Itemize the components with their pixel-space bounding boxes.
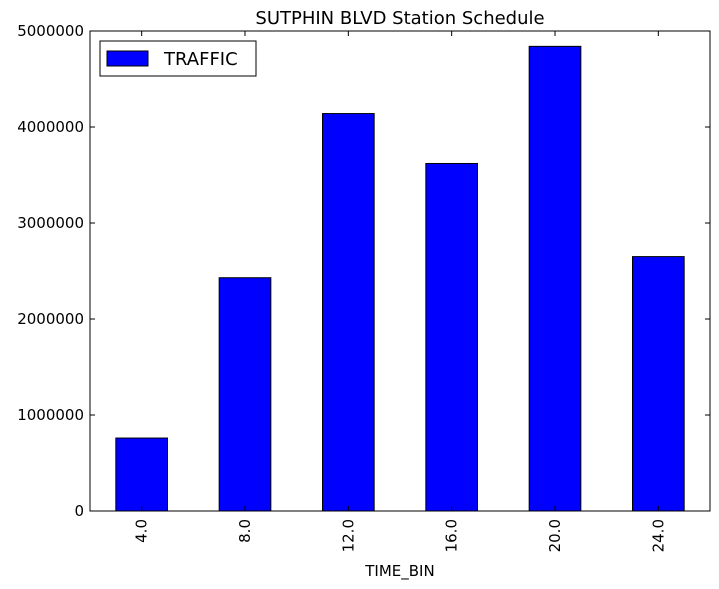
x-axis-title: TIME_BIN bbox=[364, 562, 434, 581]
bar-20.0 bbox=[528, 45, 582, 512]
x-tick-label: 8.0 bbox=[236, 519, 254, 543]
bar-16.0 bbox=[425, 162, 478, 512]
y-tick-label: 4000000 bbox=[17, 118, 84, 136]
y-tick-label: 5000000 bbox=[17, 22, 84, 40]
y-tick-label: 1000000 bbox=[17, 406, 84, 424]
x-tick-label: 16.0 bbox=[443, 519, 461, 552]
bar-12.0 bbox=[322, 113, 375, 512]
bar-4.0 bbox=[115, 437, 168, 512]
legend-swatch bbox=[106, 50, 149, 67]
y-tick-label: 2000000 bbox=[17, 310, 84, 328]
y-tick-label: 3000000 bbox=[17, 214, 84, 232]
axes: 4.0 8.0 12.0 16.0 20.0 24.0 0 1000000 2000000 300… bbox=[17, 22, 710, 552]
plot-frame bbox=[89, 30, 711, 512]
x-tick-label: 20.0 bbox=[546, 519, 564, 552]
bar-24.0 bbox=[632, 256, 685, 512]
x-tick-label: 24.0 bbox=[649, 519, 667, 552]
legend: TRAFFIC bbox=[99, 40, 257, 77]
y-tick-label: 0 bbox=[74, 502, 84, 520]
x-tick-label: 4.0 bbox=[133, 519, 151, 543]
x-tick-label: 12.0 bbox=[339, 519, 357, 552]
plot-area bbox=[115, 45, 685, 512]
chart-title: SUTPHIN BLVD Station Schedule bbox=[255, 8, 544, 29]
bar-8.0 bbox=[218, 277, 272, 512]
legend-label: TRAFFIC bbox=[163, 49, 238, 70]
